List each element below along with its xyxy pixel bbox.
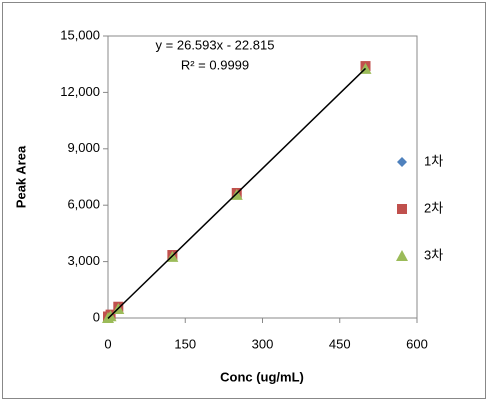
trendline xyxy=(107,67,367,319)
legend-label: 3차 xyxy=(424,247,443,262)
legend-marker xyxy=(397,204,407,214)
legend-label: 2차 xyxy=(424,200,443,215)
legend-marker xyxy=(396,250,408,261)
y-tick-label: 12,000 xyxy=(60,84,100,99)
x-tick-label: 450 xyxy=(329,336,351,351)
legend-marker xyxy=(397,157,407,167)
chart-border xyxy=(2,2,486,399)
x-tick-label: 300 xyxy=(252,336,274,351)
x-axis-title: Conc (ug/mL) xyxy=(220,369,304,384)
trend-equation: y = 26.593x - 22.815 xyxy=(156,37,275,52)
trend-r2: R² = 0.9999 xyxy=(181,57,249,72)
y-axis-title: Peak Area xyxy=(13,145,28,208)
y-tick-label: 9,000 xyxy=(67,140,100,155)
y-tick-label: 6,000 xyxy=(67,197,100,212)
x-tick-label: 150 xyxy=(174,336,196,351)
y-tick-label: 0 xyxy=(93,309,100,324)
x-tick-label: 600 xyxy=(406,336,428,351)
legend-label: 1차 xyxy=(424,153,443,168)
y-tick-label: 15,000 xyxy=(60,27,100,42)
y-tick-label: 3,000 xyxy=(67,253,100,268)
x-tick-label: 0 xyxy=(104,336,111,351)
